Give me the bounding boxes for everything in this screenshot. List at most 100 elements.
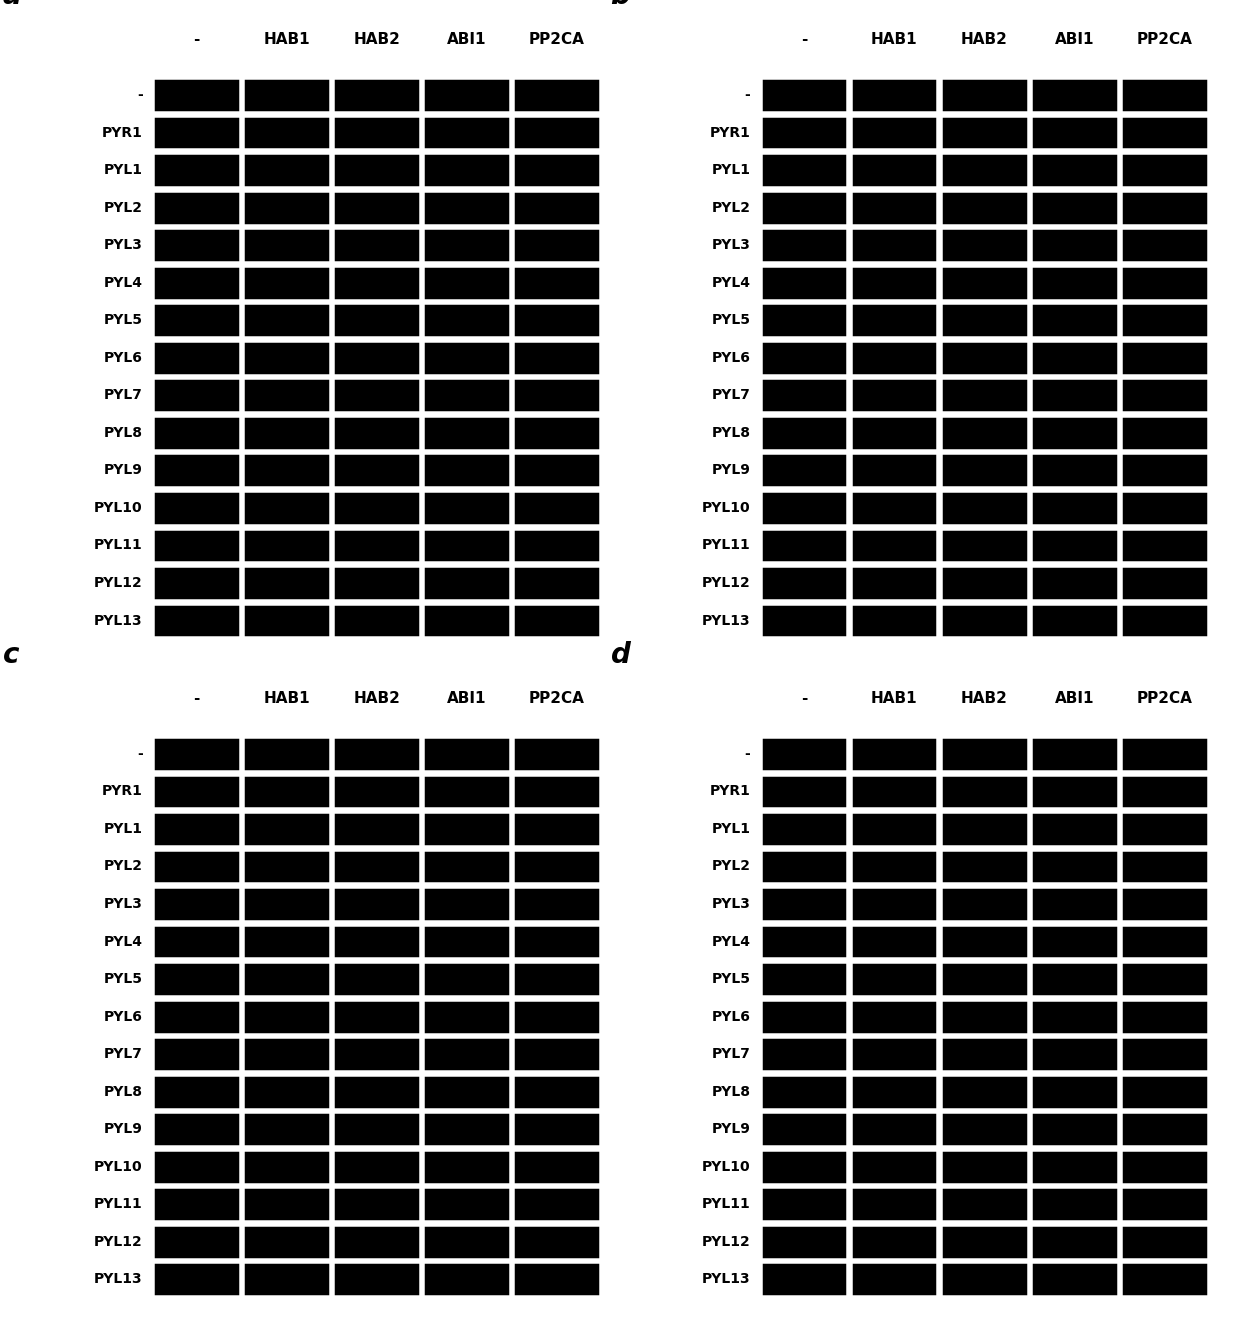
Text: PYR1: PYR1 xyxy=(102,125,143,140)
Bar xyxy=(941,266,1028,299)
Bar xyxy=(153,341,239,374)
Bar xyxy=(941,925,1028,958)
Bar xyxy=(851,888,937,921)
Bar xyxy=(1030,266,1117,299)
Bar xyxy=(513,1150,600,1183)
Bar xyxy=(1030,849,1117,884)
Bar xyxy=(760,737,847,771)
Text: PYL13: PYL13 xyxy=(94,1272,143,1286)
Bar xyxy=(1121,266,1208,299)
Bar xyxy=(334,566,420,600)
Bar xyxy=(760,1225,847,1259)
Text: PP2CA: PP2CA xyxy=(529,691,585,705)
Bar xyxy=(941,341,1028,374)
Bar xyxy=(760,229,847,262)
Bar xyxy=(513,229,600,262)
Bar xyxy=(1030,737,1117,771)
Bar xyxy=(243,153,330,186)
Bar xyxy=(941,303,1028,337)
Bar xyxy=(513,1037,600,1071)
Text: PYL1: PYL1 xyxy=(712,823,750,836)
Bar xyxy=(851,925,937,958)
Bar xyxy=(243,491,330,524)
Bar xyxy=(243,190,330,225)
Bar xyxy=(851,812,937,845)
Bar xyxy=(513,153,600,186)
Text: PYL13: PYL13 xyxy=(94,614,143,627)
Bar xyxy=(334,1037,420,1071)
Bar xyxy=(334,528,420,562)
Bar xyxy=(513,341,600,374)
Bar xyxy=(153,775,239,808)
Bar xyxy=(513,1225,600,1259)
Bar xyxy=(423,737,510,771)
Text: -: - xyxy=(801,32,807,47)
Bar xyxy=(1030,1225,1117,1259)
Text: PYL12: PYL12 xyxy=(702,1235,750,1248)
Bar xyxy=(423,888,510,921)
Bar xyxy=(851,229,937,262)
Bar xyxy=(243,341,330,374)
Bar xyxy=(1121,962,1208,996)
Bar xyxy=(334,604,420,638)
Bar xyxy=(513,812,600,845)
Text: PYL4: PYL4 xyxy=(712,934,750,949)
Bar xyxy=(1030,775,1117,808)
Bar xyxy=(851,79,937,112)
Bar xyxy=(153,604,239,638)
Bar xyxy=(243,1037,330,1071)
Bar xyxy=(243,417,330,450)
Text: HAB1: HAB1 xyxy=(263,32,310,47)
Bar xyxy=(423,229,510,262)
Bar xyxy=(334,190,420,225)
Bar xyxy=(153,378,239,413)
Bar xyxy=(941,1150,1028,1183)
Bar xyxy=(851,303,937,337)
Bar xyxy=(851,1187,937,1221)
Bar xyxy=(334,849,420,884)
Bar xyxy=(760,454,847,487)
Bar xyxy=(941,79,1028,112)
Bar xyxy=(851,417,937,450)
Bar xyxy=(513,849,600,884)
Bar xyxy=(423,1113,510,1146)
Text: PYL3: PYL3 xyxy=(104,238,143,252)
Bar xyxy=(243,79,330,112)
Bar xyxy=(243,962,330,996)
Bar xyxy=(153,925,239,958)
Bar xyxy=(760,1075,847,1109)
Text: PYL11: PYL11 xyxy=(94,539,143,552)
Bar xyxy=(513,566,600,600)
Bar xyxy=(153,303,239,337)
Text: PYL10: PYL10 xyxy=(94,500,143,515)
Bar xyxy=(760,491,847,524)
Bar xyxy=(851,775,937,808)
Bar xyxy=(513,775,600,808)
Text: PYL10: PYL10 xyxy=(702,1159,750,1174)
Bar xyxy=(423,190,510,225)
Bar xyxy=(760,153,847,186)
Text: PYL11: PYL11 xyxy=(702,1198,750,1211)
Text: PYL9: PYL9 xyxy=(104,1122,143,1137)
Bar xyxy=(423,116,510,149)
Bar xyxy=(243,266,330,299)
Bar xyxy=(851,378,937,413)
Bar xyxy=(760,1000,847,1033)
Bar xyxy=(851,153,937,186)
Bar xyxy=(423,79,510,112)
Bar xyxy=(153,1225,239,1259)
Bar xyxy=(513,528,600,562)
Bar xyxy=(243,849,330,884)
Text: PYL3: PYL3 xyxy=(104,897,143,910)
Bar xyxy=(1030,116,1117,149)
Bar xyxy=(941,566,1028,600)
Bar xyxy=(1121,417,1208,450)
Bar xyxy=(334,491,420,524)
Text: PYL5: PYL5 xyxy=(104,313,143,327)
Bar xyxy=(153,1000,239,1033)
Text: PYL10: PYL10 xyxy=(702,500,750,515)
Bar xyxy=(423,962,510,996)
Bar xyxy=(1030,1075,1117,1109)
Bar xyxy=(851,566,937,600)
Bar xyxy=(941,378,1028,413)
